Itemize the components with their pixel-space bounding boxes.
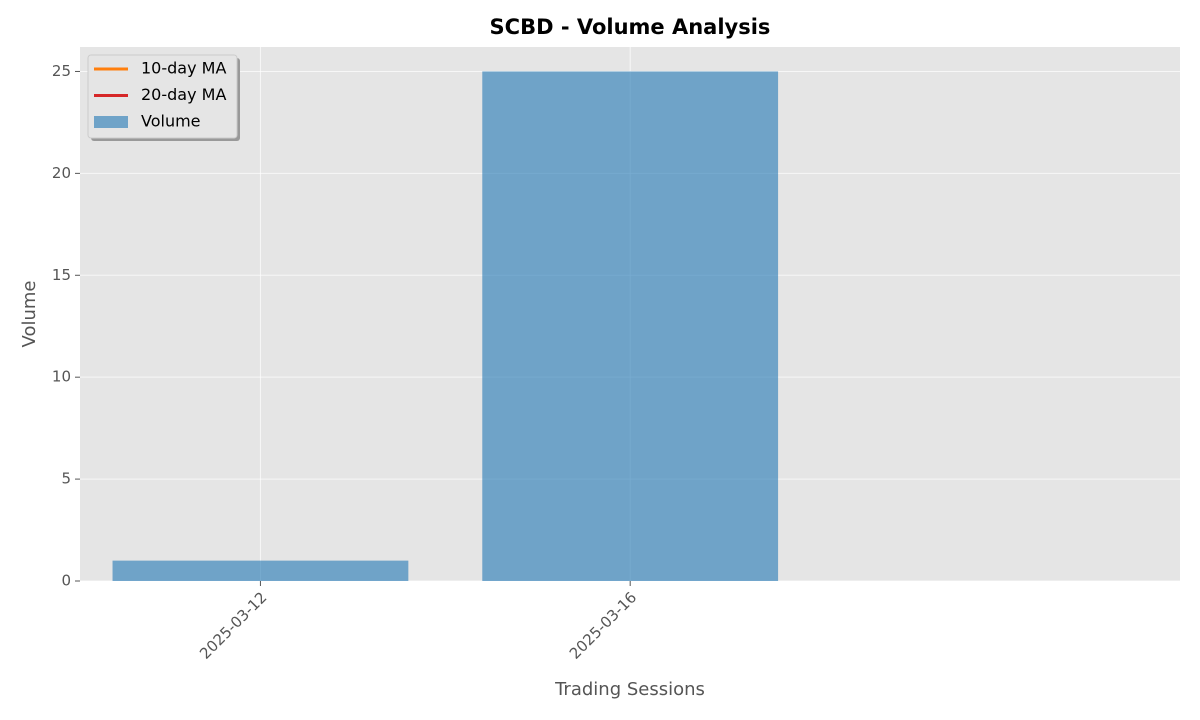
legend-label: Volume: [141, 112, 201, 131]
legend-swatch: [94, 116, 128, 128]
y-tick-label: 20: [52, 164, 71, 182]
y-axis-label: Volume: [19, 281, 40, 348]
y-tick-label: 10: [52, 368, 71, 386]
x-tick-label: 2025-03-12: [196, 588, 270, 662]
x-axis-label: Trading Sessions: [554, 679, 705, 700]
legend-label: 20-day MA: [141, 85, 226, 104]
legend-label: 10-day MA: [141, 59, 226, 78]
y-tick-label: 0: [61, 572, 71, 590]
y-tick-label: 15: [52, 266, 71, 284]
bar: [112, 560, 409, 581]
bar: [482, 71, 779, 582]
y-tick-label: 25: [52, 62, 71, 80]
y-tick-label: 5: [61, 470, 71, 488]
chart-title: SCBD - Volume Analysis: [490, 15, 771, 39]
x-tick-label: 2025-03-16: [566, 588, 640, 662]
